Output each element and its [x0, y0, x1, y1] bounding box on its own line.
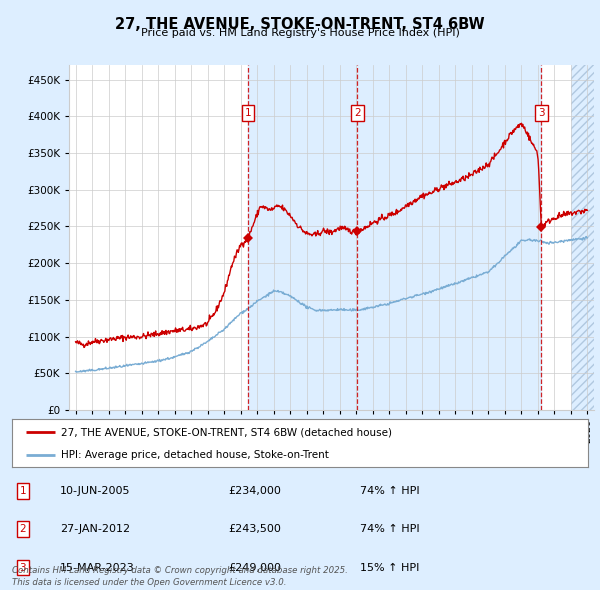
Text: 27, THE AVENUE, STOKE-ON-TRENT, ST4 6BW (detached house): 27, THE AVENUE, STOKE-ON-TRENT, ST4 6BW … [61, 427, 392, 437]
Bar [358, 65, 541, 410]
Text: 2: 2 [19, 525, 26, 534]
Text: 1: 1 [19, 486, 26, 496]
Text: 27-JAN-2012: 27-JAN-2012 [60, 525, 130, 534]
Text: 74% ↑ HPI: 74% ↑ HPI [360, 525, 419, 534]
Text: £249,000: £249,000 [228, 563, 281, 572]
Text: 74% ↑ HPI: 74% ↑ HPI [360, 486, 419, 496]
Text: 1: 1 [245, 108, 251, 118]
Text: £234,000: £234,000 [228, 486, 281, 496]
Text: 27, THE AVENUE, STOKE-ON-TRENT, ST4 6BW: 27, THE AVENUE, STOKE-ON-TRENT, ST4 6BW [115, 17, 485, 31]
Text: Price paid vs. HM Land Registry's House Price Index (HPI): Price paid vs. HM Land Registry's House … [140, 28, 460, 38]
Text: 15-MAR-2023: 15-MAR-2023 [60, 563, 135, 572]
Text: 2: 2 [354, 108, 361, 118]
Text: HPI: Average price, detached house, Stoke-on-Trent: HPI: Average price, detached house, Stok… [61, 450, 329, 460]
Text: 15% ↑ HPI: 15% ↑ HPI [360, 563, 419, 572]
Text: 10-JUN-2005: 10-JUN-2005 [60, 486, 131, 496]
Bar [248, 65, 358, 410]
Text: Contains HM Land Registry data © Crown copyright and database right 2025.
This d: Contains HM Land Registry data © Crown c… [12, 566, 348, 587]
Text: £243,500: £243,500 [228, 525, 281, 534]
Text: 3: 3 [538, 108, 545, 118]
Bar [571, 65, 594, 410]
Text: 3: 3 [19, 563, 26, 572]
